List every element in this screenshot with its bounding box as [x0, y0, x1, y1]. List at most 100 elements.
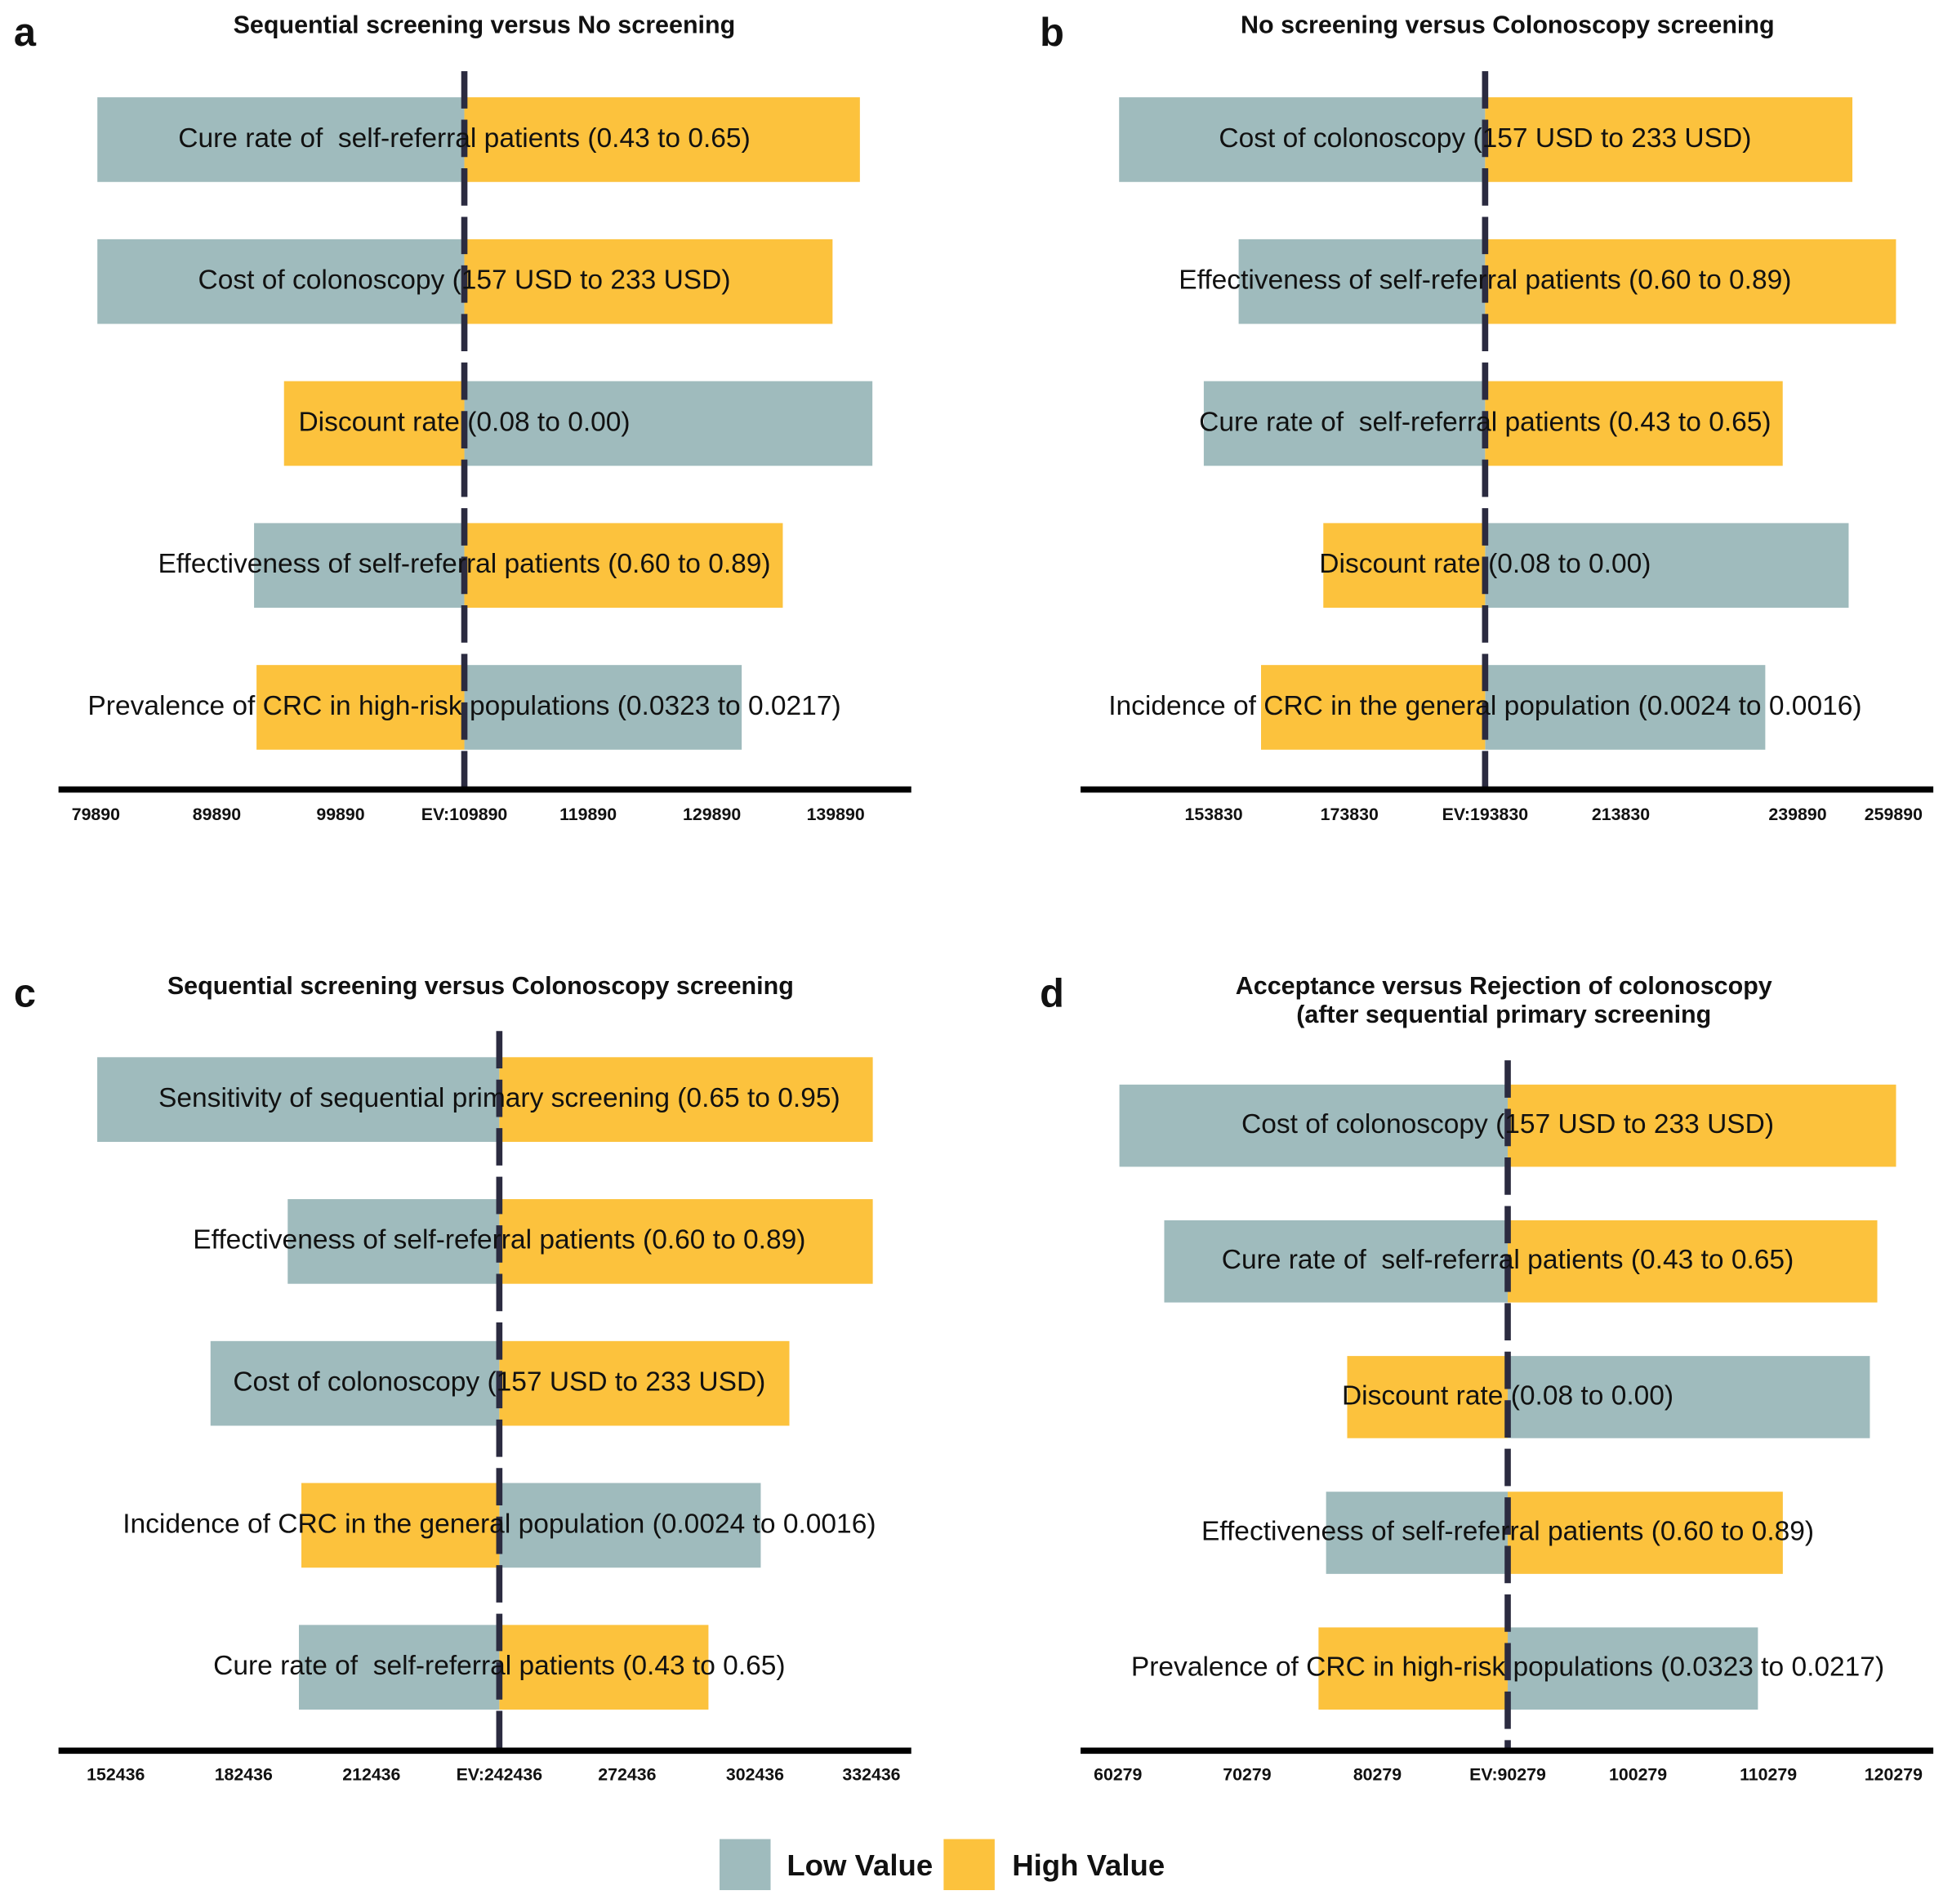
x-tick-label: 213830: [1592, 805, 1650, 824]
category-label: Cure rate of self-referral patients (0.4…: [213, 1651, 785, 1681]
bar: [464, 381, 873, 466]
category-label: Cure rate of self-referral patients (0.4…: [1222, 1245, 1794, 1275]
bar: [499, 1057, 873, 1142]
bar: [254, 523, 465, 609]
x-tick-label: 152436: [87, 1764, 145, 1784]
category-label: Effectiveness of self-referral patients …: [193, 1225, 805, 1255]
bar: [287, 1199, 500, 1284]
x-tick-label: 70279: [1223, 1764, 1271, 1784]
bar: [1323, 523, 1486, 609]
category-label: Incidence of CRC in the general populati…: [1108, 691, 1861, 721]
bar: [210, 1340, 500, 1426]
panel-label: a: [14, 11, 37, 55]
x-tick-label: 272436: [598, 1764, 656, 1784]
bar: [256, 665, 465, 750]
bar: [298, 1625, 500, 1710]
category-label: Cure rate of self-referral patients (0.4…: [1199, 407, 1771, 437]
category-label: Effectiveness of self-referral patients …: [158, 549, 770, 579]
category-label: Discount rate (0.08 to 0.00): [298, 407, 630, 437]
panel-label: b: [1040, 11, 1064, 55]
bar: [1119, 1084, 1509, 1167]
x-tick-label: 302436: [726, 1764, 784, 1784]
bar: [1485, 523, 1849, 609]
x-tick-label: 99890: [316, 805, 364, 824]
x-tick-label: 120279: [1865, 1764, 1923, 1784]
legend-swatch-low: [720, 1839, 771, 1891]
x-tick-label: 80279: [1353, 1764, 1402, 1784]
panel-label: d: [1040, 972, 1064, 1016]
x-tick-label: 239890: [1768, 805, 1826, 824]
bar: [1119, 97, 1486, 182]
category-label: Prevalence of CRC in high-risk populatio…: [1131, 1652, 1884, 1683]
bar: [1203, 381, 1486, 466]
category-label: Cure rate of self-referral patients (0.4…: [178, 123, 750, 154]
legend-label: Low Value: [787, 1848, 933, 1882]
bar: [1508, 1220, 1878, 1303]
category-label: Cost of colonoscopy (157 USD to 233 USD): [233, 1367, 765, 1398]
bar: [499, 1625, 709, 1710]
bar: [301, 1483, 500, 1568]
bar: [1485, 97, 1853, 182]
bar: [499, 1483, 761, 1568]
x-tick-label: 182436: [215, 1764, 273, 1784]
category-label: Sensitivity of sequential primary screen…: [158, 1083, 840, 1113]
bar: [499, 1199, 873, 1284]
x-tick-label: 100279: [1609, 1764, 1667, 1784]
x-tick-label: 79890: [72, 805, 120, 824]
panel-label: c: [14, 972, 36, 1016]
chart-title: Sequential screening versus No screening: [234, 11, 736, 38]
bar: [1508, 1492, 1783, 1574]
legend-swatch-high: [943, 1839, 995, 1891]
x-tick-label: 89890: [193, 805, 241, 824]
x-tick-label: EV:193830: [1442, 805, 1529, 824]
x-tick-label: EV:109890: [421, 805, 508, 824]
bar: [1238, 239, 1486, 324]
category-label: Incidence of CRC in the general populati…: [123, 1509, 876, 1539]
category-label: Cost of colonoscopy (157 USD to 233 USD): [198, 265, 731, 296]
bar: [1347, 1356, 1509, 1438]
bar: [499, 1340, 790, 1426]
x-tick-label: 173830: [1321, 805, 1379, 824]
bar: [1326, 1492, 1509, 1574]
bar: [464, 239, 833, 324]
bar: [464, 523, 783, 609]
bar: [1485, 665, 1766, 750]
bar: [97, 239, 465, 324]
bar: [1485, 381, 1783, 466]
bar: [1508, 1356, 1870, 1438]
x-tick-label: 60279: [1094, 1764, 1142, 1784]
category-label: Cost of colonoscopy (157 USD to 233 USD): [1219, 123, 1751, 154]
category-label: Effectiveness of self-referral patients …: [1201, 1516, 1814, 1546]
bar: [1508, 1627, 1758, 1710]
x-tick-label: 129890: [683, 805, 741, 824]
category-label: Discount rate (0.08 to 0.00): [1342, 1380, 1673, 1411]
category-label: Cost of colonoscopy (157 USD to 233 USD): [1241, 1109, 1774, 1139]
x-tick-label: 259890: [1865, 805, 1923, 824]
x-tick-label: EV:90279: [1469, 1764, 1546, 1784]
x-tick-label: 119890: [559, 805, 617, 824]
x-tick-label: 110279: [1740, 1764, 1797, 1784]
category-label: Discount rate (0.08 to 0.00): [1319, 549, 1651, 579]
x-tick-label: 332436: [842, 1764, 900, 1784]
bar: [1261, 665, 1486, 750]
bar: [1508, 1084, 1896, 1167]
x-tick-label: 153830: [1185, 805, 1243, 824]
bar: [464, 97, 860, 182]
x-tick-label: EV:242436: [457, 1764, 543, 1784]
category-label: Effectiveness of self-referral patients …: [1179, 265, 1791, 296]
x-tick-label: 139890: [807, 805, 865, 824]
bar: [464, 665, 742, 750]
chart-title: Acceptance versus Rejection of colonosco…: [1236, 972, 1772, 1000]
x-tick-label: 212436: [342, 1764, 400, 1784]
chart-title: No screening versus Colonoscopy screenin…: [1241, 11, 1775, 38]
bar: [283, 381, 465, 466]
bar: [1164, 1220, 1509, 1303]
chart-title: (after sequential primary screening: [1296, 1001, 1711, 1028]
bar: [97, 1057, 500, 1142]
bar: [97, 97, 465, 182]
category-label: Prevalence of CRC in high-risk populatio…: [87, 691, 840, 721]
legend-label: High Value: [1012, 1848, 1165, 1882]
bar: [1485, 239, 1896, 324]
bar: [1318, 1627, 1509, 1710]
